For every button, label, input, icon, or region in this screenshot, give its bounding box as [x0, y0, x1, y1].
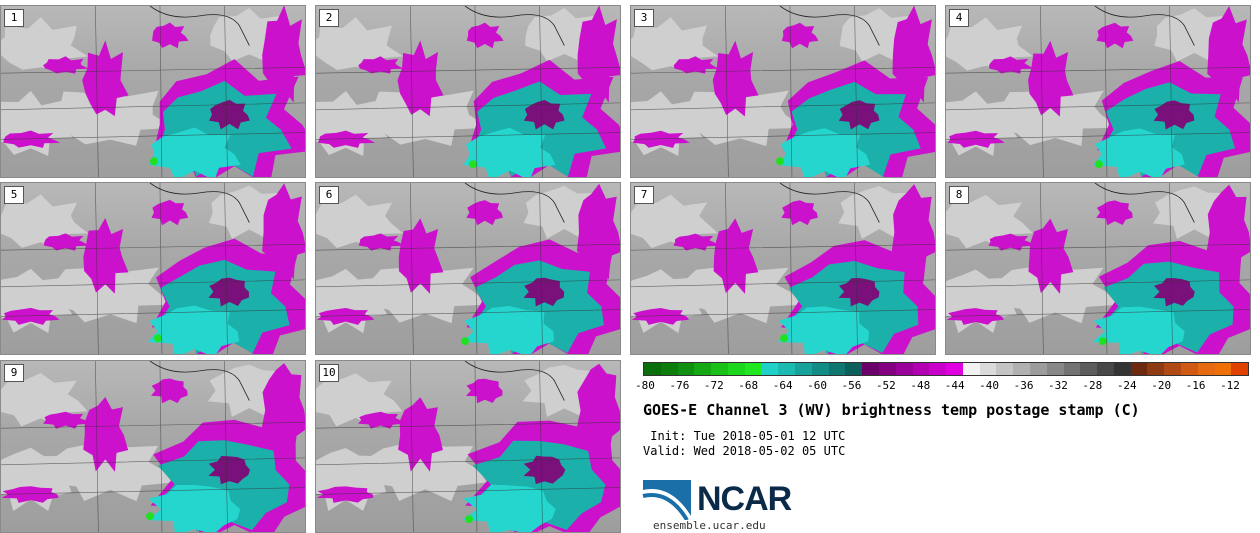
member-number-label: 6 — [319, 186, 339, 204]
ensemble-member-panel: 4 — [945, 5, 1251, 178]
colorbar-cell — [1029, 363, 1047, 375]
ncar-logo-icon — [642, 480, 691, 520]
colorbar-cell — [962, 363, 980, 375]
colorbar-cell — [1013, 363, 1030, 375]
colorbar-cell — [929, 363, 947, 375]
colorbar-cell — [795, 363, 812, 375]
colorbar-tick-label: -80 — [635, 379, 655, 392]
ensemble-url: ensemble.ucar.edu — [653, 519, 766, 532]
colorbar-cell — [1080, 363, 1098, 375]
colorbar-tick-label: -16 — [1185, 379, 1206, 392]
colorbar-tick-label: -72 — [703, 379, 724, 392]
colorbar-tick-labels: -80 -76 -72 -68 -64 -60 -56 -52 -48 -44 -40 -36 -32 -… — [635, 379, 1249, 393]
colorbar-tick-label: -68 — [738, 379, 759, 392]
member-number-label: 10 — [319, 364, 339, 382]
colorbar-tick-label: -20 — [1151, 379, 1172, 392]
colorbar-cell — [1063, 363, 1081, 375]
ensemble-member-panel: 2 — [315, 5, 621, 178]
colorbar-cell — [1164, 363, 1181, 375]
colorbar-cell — [1130, 363, 1148, 375]
ensemble-member-panel: 5 — [0, 182, 306, 355]
colorbar-tick-label: -28 — [1082, 379, 1103, 392]
colorbar-cell — [845, 363, 863, 375]
colorbar-tick-label: -40 — [979, 379, 1000, 392]
colorbar-cell — [1231, 363, 1249, 375]
colorbar-tick-label: -76 — [669, 379, 690, 392]
colorbar-cell — [878, 363, 896, 375]
colorbar-cell — [828, 363, 846, 375]
colorbar-cell — [946, 363, 963, 375]
colorbar-tick-label: -24 — [1116, 379, 1137, 392]
member-number-label: 9 — [4, 364, 24, 382]
ensemble-member-panel: 8 — [945, 182, 1251, 355]
init-time: Init: Tue 2018-05-01 12 UTC — [643, 429, 846, 443]
colorbar-cell — [727, 363, 745, 375]
colorbar-tick-label: -12 — [1220, 379, 1240, 392]
member-number-label: 2 — [319, 9, 339, 27]
colorbar-cell — [1113, 363, 1131, 375]
colorbar-tick-label: -44 — [944, 379, 965, 392]
colorbar-tick-label: -64 — [772, 379, 793, 392]
member-number-label: 8 — [949, 186, 969, 204]
ensemble-member-panel: 10 — [315, 360, 621, 533]
colorbar-cell — [811, 363, 829, 375]
ensemble-member-panel: 3 — [630, 5, 936, 178]
colorbar-cell — [778, 363, 796, 375]
colorbar-tick-label: -56 — [841, 379, 862, 392]
colorbar-cell — [979, 363, 997, 375]
member-number-label: 1 — [4, 9, 24, 27]
colorbar-cell — [1046, 363, 1064, 375]
colorbar-cell — [1097, 363, 1114, 375]
colorbar-tick-label: -48 — [910, 379, 931, 392]
member-number-label: 3 — [634, 9, 654, 27]
colorbar-cell — [660, 363, 678, 375]
chart-title: GOES-E Channel 3 (WV) brightness temp po… — [643, 401, 1140, 419]
colorbar-tick-label: -52 — [875, 379, 896, 392]
colorbar-cell — [1214, 363, 1232, 375]
ensemble-member-panel: 1 — [0, 5, 306, 178]
valid-time: Valid: Wed 2018-05-02 05 UTC — [643, 444, 846, 458]
colorbar — [643, 362, 1249, 376]
colorbar-tick-label: -60 — [807, 379, 827, 392]
member-number-label: 7 — [634, 186, 654, 204]
colorbar-tick-label: -36 — [1013, 379, 1034, 392]
colorbar-cell — [694, 363, 712, 375]
colorbar-cell — [1197, 363, 1215, 375]
colorbar-cell — [895, 363, 913, 375]
member-number-label: 4 — [949, 9, 969, 27]
colorbar-cell — [1181, 363, 1198, 375]
ensemble-member-panel: 6 — [315, 182, 621, 355]
ensemble-member-panel: 9 — [0, 360, 306, 533]
colorbar-cell — [996, 363, 1014, 375]
ncar-logo-text: NCAR — [697, 480, 792, 518]
colorbar-cell — [1147, 363, 1165, 375]
colorbar-tick-label: -32 — [1048, 379, 1068, 392]
colorbar-cell — [912, 363, 930, 375]
colorbar-cell — [862, 363, 879, 375]
member-number-label: 5 — [4, 186, 24, 204]
colorbar-cell — [677, 363, 695, 375]
colorbar-cell — [644, 363, 661, 375]
colorbar-cell — [744, 363, 762, 375]
ensemble-member-panel: 7 — [630, 182, 936, 355]
colorbar-cell — [711, 363, 728, 375]
colorbar-cell — [761, 363, 779, 375]
